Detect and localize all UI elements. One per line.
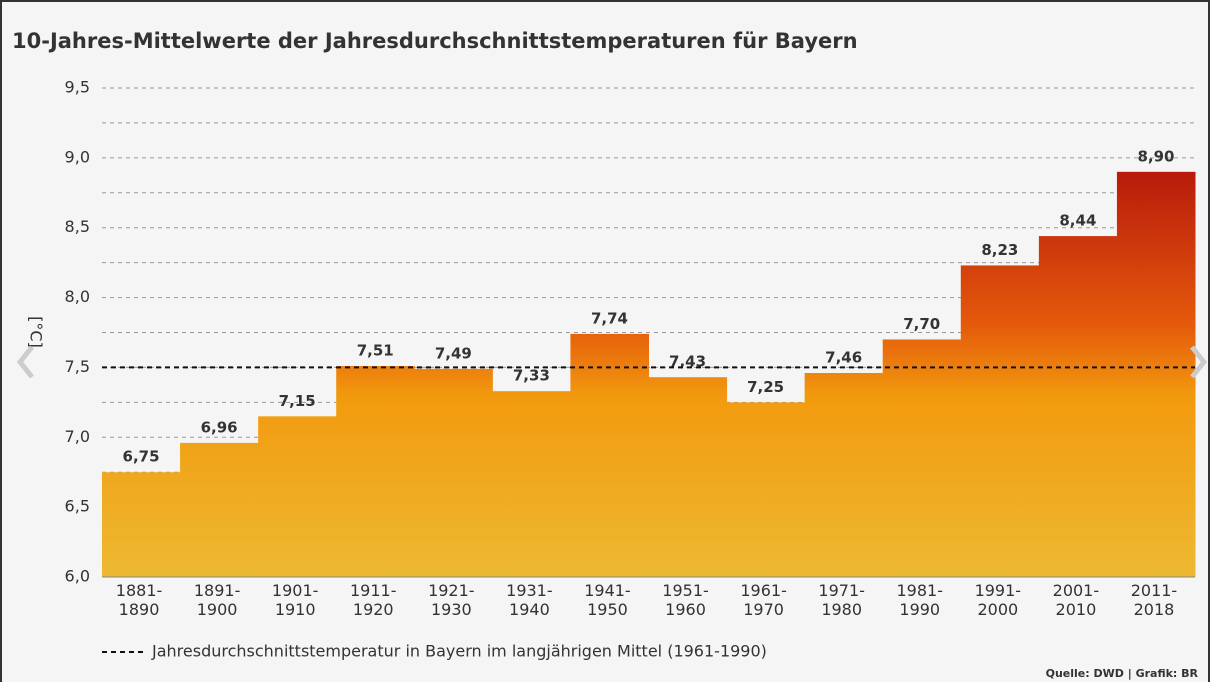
x-tick-label: 2011-2018 [1130, 581, 1178, 619]
value-label: 7,51 [357, 342, 394, 360]
x-tick-label: 1991-2000 [974, 581, 1022, 619]
bar [492, 391, 571, 577]
next-arrow[interactable] [1190, 345, 1208, 379]
value-label: 7,15 [279, 392, 316, 410]
value-label: 8,44 [1059, 212, 1096, 230]
bar [414, 368, 493, 577]
source: Quelle: DWD | Grafik: BR [1046, 667, 1199, 680]
x-tick-label: 1971-1980 [818, 581, 865, 619]
bar [1038, 236, 1118, 577]
x-tick-label: 1931-1940 [506, 581, 553, 619]
chart-title: 10-Jahres-Mittelwerte der Jahresdurchsch… [12, 29, 858, 53]
x-tick-label: 1891-1900 [193, 581, 241, 619]
y-tick-label: 6,5 [65, 497, 90, 516]
prev-arrow[interactable] [16, 345, 34, 379]
y-tick-label: 9,5 [65, 78, 90, 97]
value-label: 6,75 [123, 448, 160, 466]
bar [726, 402, 806, 577]
value-label: 6,96 [201, 418, 238, 436]
x-tick-label: 1951-1960 [662, 581, 709, 619]
bar [336, 366, 415, 577]
bar [804, 373, 884, 577]
bar [258, 416, 337, 577]
value-label: 8,90 [1137, 147, 1174, 165]
value-label: 7,25 [747, 378, 784, 396]
value-label: 7,74 [591, 309, 628, 327]
x-tick-label: 1921-1930 [428, 581, 475, 619]
bar [648, 377, 728, 577]
bar [1116, 171, 1196, 578]
bar [102, 472, 181, 577]
value-label: 8,23 [981, 241, 1018, 259]
y-tick-label: 8,0 [65, 287, 90, 306]
bar [882, 339, 962, 577]
bar [570, 333, 649, 577]
y-tick-label: 8,5 [65, 217, 90, 236]
x-tick-label: 1961-1970 [740, 581, 787, 619]
value-label: 7,49 [435, 344, 472, 362]
x-tick-label: 2001-2010 [1052, 581, 1100, 619]
y-axis-label: [°C] [27, 316, 46, 348]
x-tick-label: 1881-1890 [115, 581, 163, 619]
legend-label: Jahresdurchschnittstemperatur in Bayern … [151, 642, 767, 661]
y-tick-label: 7,5 [65, 357, 90, 376]
value-label: 7,46 [825, 349, 862, 367]
value-label: 7,43 [669, 353, 706, 371]
x-tick-label: 1941-1950 [584, 581, 631, 619]
x-tick-label: 1911-1920 [350, 581, 397, 619]
bar [960, 265, 1040, 577]
value-label: 7,70 [903, 315, 940, 333]
y-tick-label: 7,0 [65, 427, 90, 446]
value-label: 7,33 [513, 367, 550, 385]
x-tick-label: 1981-1990 [896, 581, 944, 619]
y-tick-label: 9,0 [65, 147, 90, 166]
x-tick-label: 1901-1910 [271, 581, 319, 619]
bar [180, 442, 259, 577]
y-tick-label: 6,0 [65, 567, 90, 586]
